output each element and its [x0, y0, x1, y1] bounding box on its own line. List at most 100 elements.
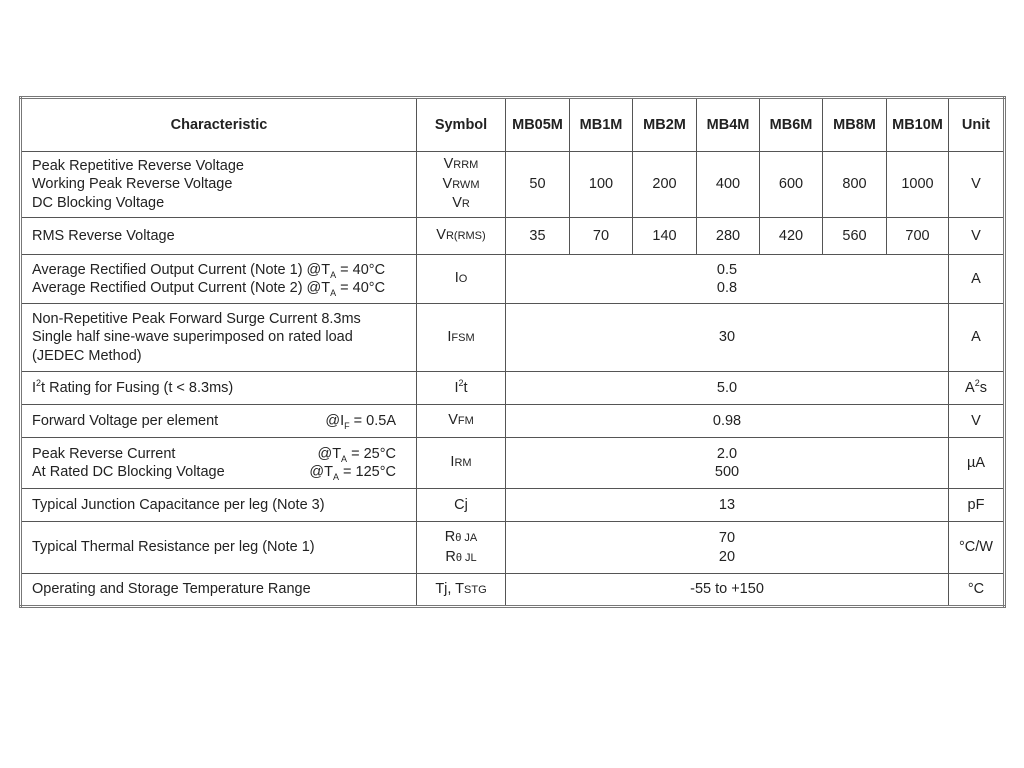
value-line: 30: [718, 329, 736, 346]
table-row: Average Rectified Output Current (Note 1…: [20, 254, 1005, 304]
unit-cell: V: [948, 217, 1005, 255]
value-line: -55 to +150: [690, 581, 764, 598]
characteristic-text: DC Blocking Voltage: [32, 194, 164, 213]
value-line: 0.98: [712, 412, 742, 429]
characteristic-text: Peak Reverse Current: [32, 445, 175, 464]
value-cell: 800: [822, 151, 887, 218]
characteristic-line: Peak Repetitive Reverse Voltage: [32, 157, 416, 176]
characteristic-text: Operating and Storage Temperature Range: [32, 580, 311, 599]
characteristic-line: Non-Repetitive Peak Forward Surge Curren…: [32, 310, 416, 329]
value-line: 13: [718, 496, 736, 513]
symbol-line: VR: [417, 194, 505, 214]
value-cell: 35: [505, 217, 570, 255]
text-segment: FM: [457, 415, 474, 428]
characteristic-cell: RMS Reverse Voltage: [20, 217, 417, 255]
unit-cell: µA: [948, 437, 1005, 489]
text-segment: (JEDEC Method): [32, 347, 142, 364]
characteristic-text: Typical Thermal Resistance per leg (Note…: [32, 538, 315, 557]
characteristic-text: (JEDEC Method): [32, 347, 142, 366]
characteristic-cell: Peak Reverse Current @TA = 25°C At Rated D…: [20, 437, 417, 489]
ratings-table: Characteristic Symbol MB05M MB1M MB2M MB…: [19, 96, 1006, 608]
text-segment: R(RMS): [445, 230, 486, 243]
symbol-line: I2t: [417, 377, 505, 398]
text-segment: Average Rectified Output Current (Note 1…: [32, 261, 331, 278]
header-row: Characteristic Symbol MB05M MB1M MB2M MB…: [20, 97, 1005, 152]
text-segment: I: [450, 454, 455, 471]
header-part: MB4M: [696, 97, 760, 152]
table-row: Operating and Storage Temperature Range T…: [20, 573, 1005, 607]
text-segment: µA: [966, 454, 986, 471]
text-segment: Tj, T: [435, 580, 465, 597]
text-segment: RRM: [453, 159, 479, 172]
characteristic-line: Typical Junction Capacitance per leg (No…: [32, 496, 416, 515]
header-part: MB10M: [886, 97, 949, 152]
characteristic-text: RMS Reverse Voltage: [32, 227, 175, 246]
characteristic-line: At Rated DC Blocking Voltage @TA = 125°C: [32, 463, 416, 482]
characteristic-line: RMS Reverse Voltage: [32, 227, 416, 246]
symbol-line: VRRM: [417, 155, 505, 175]
value-line: 20: [718, 548, 736, 565]
text-segment: t: [463, 379, 468, 396]
text-segment: Forward Voltage per element: [32, 412, 219, 429]
text-segment: A: [971, 270, 981, 287]
symbol-line: IO: [417, 269, 505, 289]
text-segment: O: [458, 273, 468, 286]
unit-cell: A: [948, 254, 1005, 304]
text-segment: A: [332, 471, 339, 482]
table-row: Peak Reverse Current @TA = 25°C At Rated D…: [20, 437, 1005, 489]
text-segment: = 25°C: [347, 445, 396, 462]
header-characteristic: Characteristic: [20, 97, 417, 152]
text-segment: θ JA: [455, 532, 478, 544]
value-line: 0.5: [716, 261, 738, 278]
text-segment: V: [448, 412, 458, 429]
text-segment: I: [454, 270, 459, 287]
header-part: MB05M: [505, 97, 570, 152]
characteristic-cell: Non-Repetitive Peak Forward Surge Curren…: [20, 303, 417, 372]
characteristic-text: I2t Rating for Fusing (t < 8.3ms): [32, 378, 234, 398]
value-line: 500: [714, 464, 740, 480]
text-segment: F: [344, 420, 350, 431]
value-cell: 30: [505, 303, 949, 372]
text-segment: STG: [464, 583, 487, 596]
value-cell: 600: [759, 151, 823, 218]
text-segment: V: [442, 175, 453, 192]
text-segment: Peak Repetitive Reverse Voltage: [32, 157, 244, 174]
text-segment: °C/W: [959, 539, 993, 556]
value-cell: 50: [505, 151, 570, 218]
symbol-cell: IRM: [416, 437, 506, 489]
text-segment: t Rating for Fusing (t < 8.3ms): [41, 379, 234, 396]
value-line: 0.8: [716, 280, 738, 296]
table-row: Typical Junction Capacitance per leg (No…: [20, 488, 1005, 522]
characteristic-line: I2t Rating for Fusing (t < 8.3ms): [32, 378, 416, 398]
text-segment: 2: [458, 377, 464, 388]
unit-cell: pF: [948, 488, 1005, 522]
characteristic-line: Average Rectified Output Current (Note 2…: [32, 279, 416, 298]
unit-cell: °C: [948, 573, 1005, 607]
value-cell: 400: [696, 151, 760, 218]
characteristic-line: Working Peak Reverse Voltage: [32, 175, 416, 194]
text-segment: RM: [454, 457, 472, 470]
unit-cell: A: [948, 303, 1005, 372]
value-cell: 140: [632, 217, 697, 255]
characteristic-line: Average Rectified Output Current (Note 1…: [32, 261, 416, 280]
text-segment: R: [461, 198, 470, 211]
value-cell: 280: [696, 217, 760, 255]
symbol-line: Cj: [417, 496, 505, 515]
characteristic-cell: Forward Voltage per element @IF = 0.5A: [20, 404, 417, 438]
test-condition: @TA = 25°C: [317, 445, 396, 464]
symbol-cell: VR(RMS): [416, 217, 506, 255]
text-segment: V: [452, 195, 462, 212]
text-segment: V: [971, 176, 981, 193]
symbol-cell: VRRM VRWM VR: [416, 151, 506, 218]
header-part: MB6M: [759, 97, 823, 152]
characteristic-line: Typical Thermal Resistance per leg (Note…: [32, 538, 416, 557]
characteristic-line: DC Blocking Voltage: [32, 194, 416, 213]
characteristic-text: At Rated DC Blocking Voltage: [32, 463, 225, 482]
table-row: Peak Repetitive Reverse Voltage Working P…: [20, 151, 1005, 218]
symbol-cell: I2t: [416, 371, 506, 405]
symbol-cell: IO: [416, 254, 506, 304]
text-segment: Non-Repetitive Peak Forward Surge Curren…: [32, 310, 361, 327]
characteristic-line: Operating and Storage Temperature Range: [32, 580, 416, 599]
characteristic-cell: Typical Junction Capacitance per leg (No…: [20, 488, 417, 522]
value-line: 5.0: [716, 379, 738, 396]
